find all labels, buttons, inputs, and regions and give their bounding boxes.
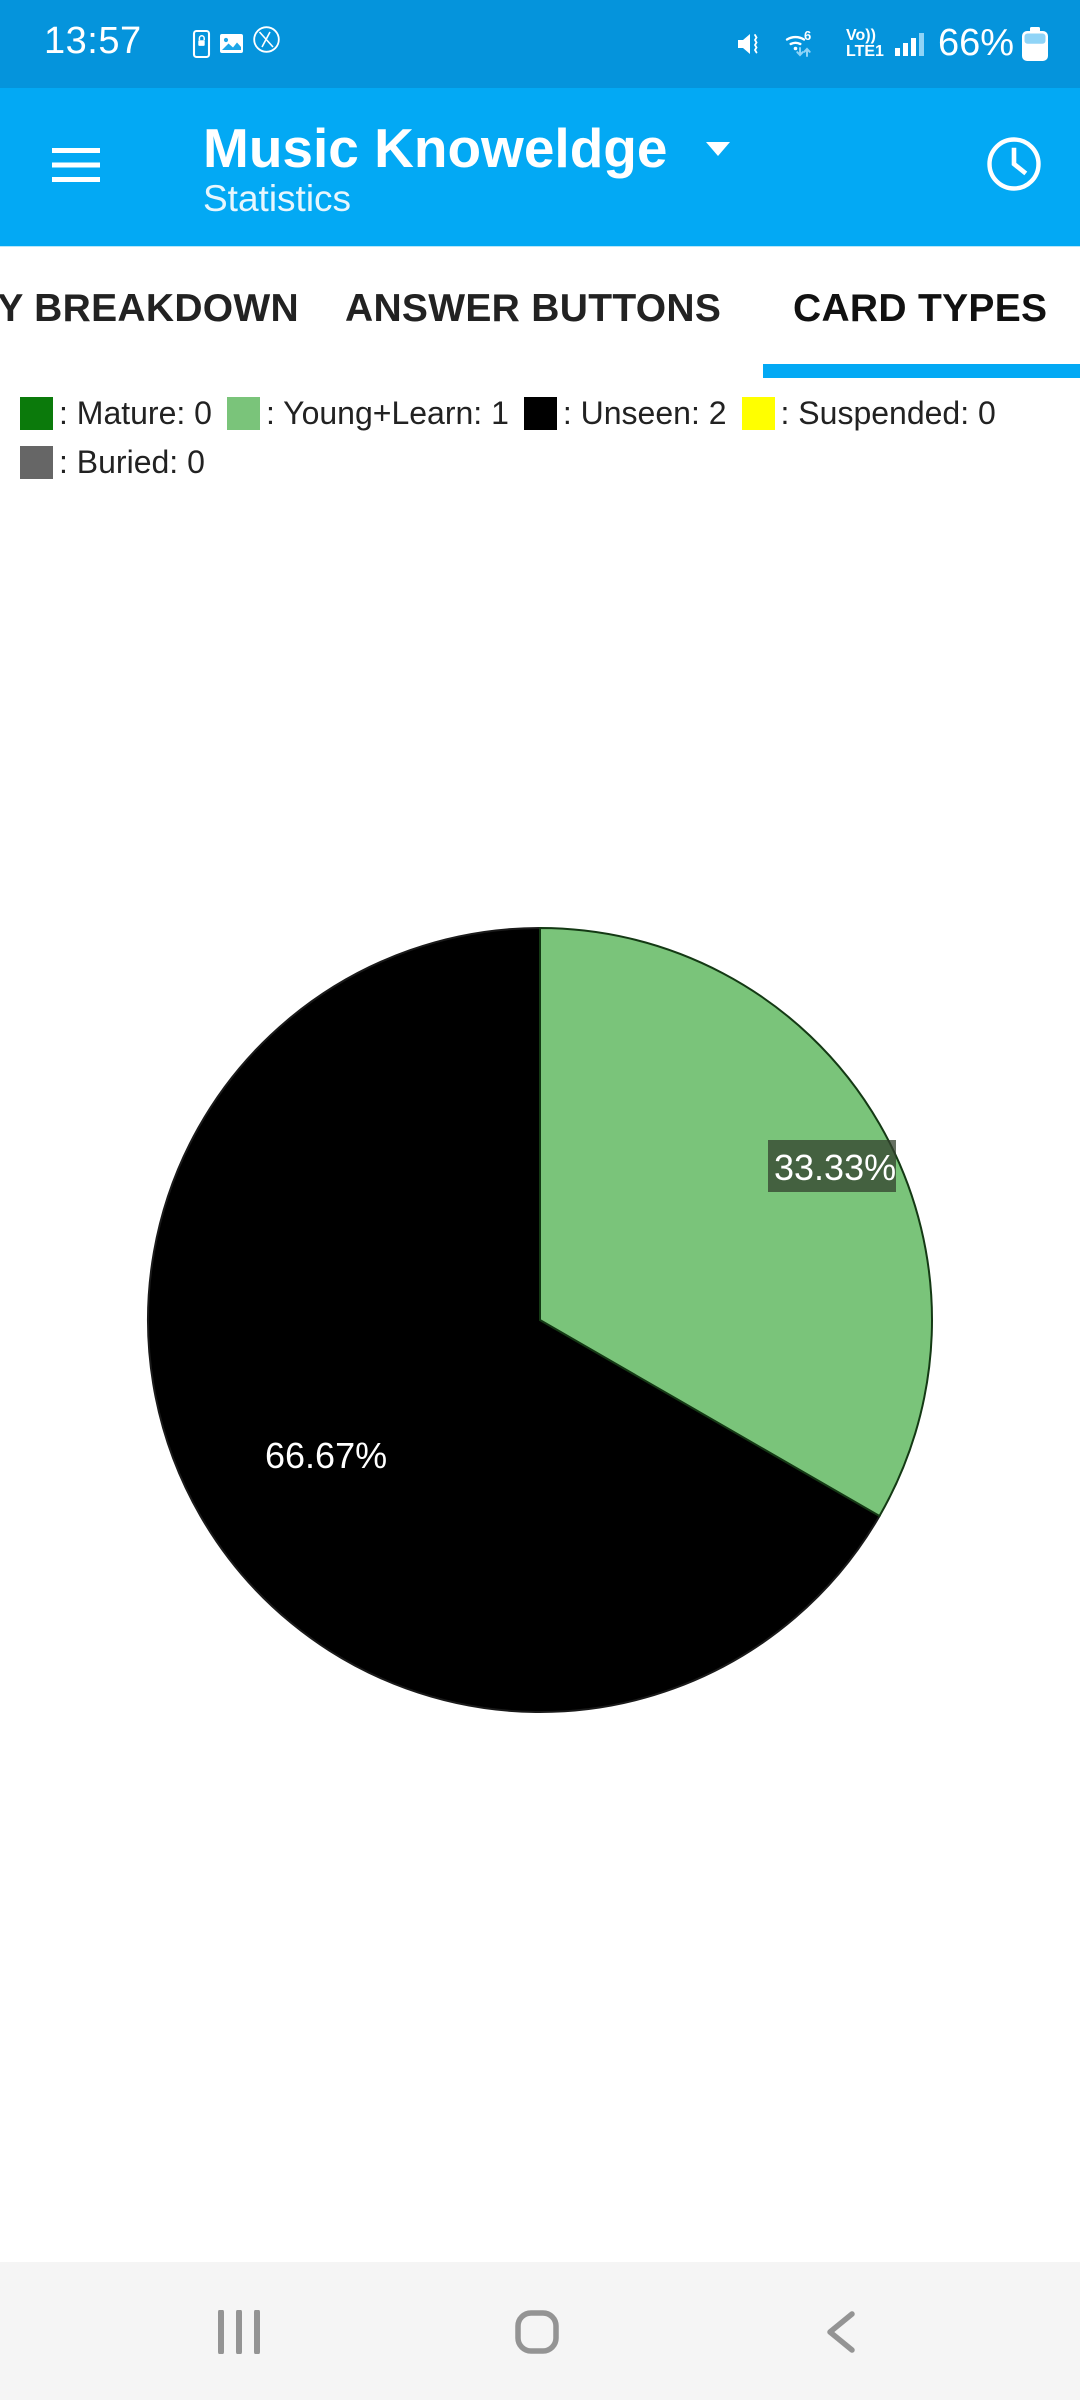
svg-text:66.67%: 66.67% xyxy=(265,1435,387,1476)
svg-text:33.33%: 33.33% xyxy=(774,1147,896,1188)
svg-text:6: 6 xyxy=(804,29,811,43)
